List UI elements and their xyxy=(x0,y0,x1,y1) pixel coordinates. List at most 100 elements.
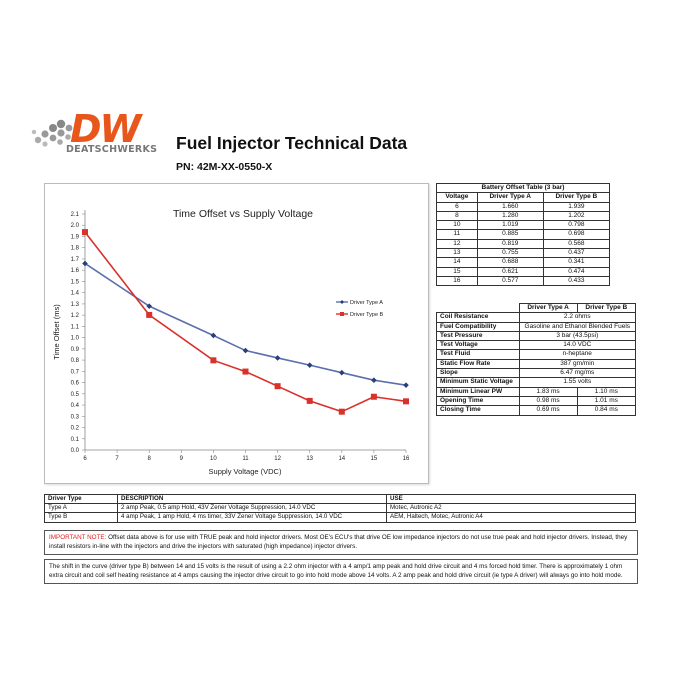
y-tick-label: 1.2 xyxy=(71,313,80,319)
logo-subtext: DEATSCHWERKS xyxy=(66,144,158,155)
y-tick-label: 0.8 xyxy=(71,358,80,364)
logo-dots-icon xyxy=(31,119,73,147)
specs-table-row: Test Pressure 3 bar (43.5psi) xyxy=(436,330,637,342)
y-tick-label: 0.5 xyxy=(71,392,80,398)
driver-header-description: DESCRIPTION xyxy=(117,493,387,505)
x-tick-label: 12 xyxy=(274,456,281,462)
battery-header-a: Driver Type A xyxy=(476,192,544,203)
spec-value: 14.0 VDC xyxy=(518,340,637,351)
battery-table-cell: 6 xyxy=(436,201,478,212)
y-tick-label: 1.7 xyxy=(71,257,80,263)
series-a-point xyxy=(371,377,377,384)
spec-value: 3 bar (43.5psi) xyxy=(518,330,637,342)
spec-value: 6.47 mg/ms xyxy=(518,368,637,379)
specs-table-row: Opening Time 0.98 ms 1.01 ms xyxy=(436,395,637,407)
y-tick-label: 0.4 xyxy=(71,403,80,409)
specs-table-row: Test Voltage 14.0 VDC xyxy=(436,340,637,351)
battery-header-b: Driver Type B xyxy=(542,192,611,203)
series-line-b xyxy=(84,231,407,413)
x-tick-label: 13 xyxy=(306,456,313,462)
y-tick-label: 1.0 xyxy=(71,336,80,342)
y-tick-label: 1.1 xyxy=(71,324,80,330)
spec-value: n-heptane xyxy=(518,349,637,360)
driver-table-cell: Motec, Autronic A2 xyxy=(386,503,636,514)
spec-value-b: 1.10 ms xyxy=(576,386,637,397)
battery-table-row: 10 1.019 0.798 xyxy=(436,220,611,231)
important-note-label: IMPORTANT NOTE: xyxy=(49,534,107,541)
battery-table-row: 14 0.688 0.341 xyxy=(436,257,611,268)
battery-table-row: 16 0.577 0.433 xyxy=(436,275,611,287)
y-tick-label: 0.0 xyxy=(71,448,80,454)
spec-label: Opening Time xyxy=(436,395,520,407)
y-tick-label: 2.1 xyxy=(71,212,80,218)
spec-label: Minimum Static Voltage xyxy=(436,377,520,388)
spec-label: Coil Resistance xyxy=(436,312,520,323)
specs-header-a: Driver Type A xyxy=(518,302,578,314)
y-tick-label: 0.2 xyxy=(71,426,80,432)
battery-table-row: 15 0.621 0.474 xyxy=(436,266,611,277)
battery-table-cell: 16 xyxy=(436,275,478,287)
spec-label: Test Fluid xyxy=(436,349,520,360)
spec-value-b: 1.01 ms xyxy=(576,395,637,407)
series-a-point xyxy=(242,347,249,354)
battery-table-cell: 0.885 xyxy=(476,229,544,240)
spec-label: Static Flow Rate xyxy=(436,358,520,370)
battery-table-row: 8 1.280 1.202 xyxy=(436,210,611,222)
spec-label: Closing Time xyxy=(436,405,520,416)
spec-value: 1.55 volts xyxy=(518,377,637,388)
y-axis-label: Time Offset (ms) xyxy=(52,304,61,360)
y-tick-label: 2.0 xyxy=(71,223,80,229)
specs-table-row: Test Fluid n-heptane xyxy=(436,349,637,360)
y-tick-label: 1.8 xyxy=(71,246,80,252)
specs-table-row: Closing Time 0.69 ms 0.84 ms xyxy=(436,405,637,416)
spec-label: Test Voltage xyxy=(436,340,520,351)
series-b-point xyxy=(306,397,313,404)
battery-table-cell: 0.798 xyxy=(542,220,611,231)
series-b-point xyxy=(370,393,377,400)
specs-table: Driver Type A Driver Type B Coil Resista… xyxy=(436,302,637,416)
legend-label-b: Driver Type B xyxy=(350,312,384,318)
x-tick-label: 8 xyxy=(148,456,152,462)
series-a-point xyxy=(306,362,313,368)
battery-table-row: 12 0.819 0.568 xyxy=(436,238,611,250)
important-note-text: Offset data above is for use with TRUE p… xyxy=(49,534,628,551)
y-tick-label: 0.6 xyxy=(71,381,80,387)
y-tick-label: 1.6 xyxy=(71,268,80,274)
x-tick-label: 16 xyxy=(403,456,410,462)
driver-table-cell: AEM, Haltech, Motec, Autronic A4 xyxy=(386,512,636,523)
spec-label: Fuel Compatibility xyxy=(436,321,520,332)
battery-table-cell: 0.577 xyxy=(476,275,544,287)
battery-table-cell: 12 xyxy=(436,238,478,250)
spec-value-a: 0.98 ms xyxy=(518,395,578,407)
battery-table-cell: 0.688 xyxy=(476,257,544,268)
spec-value-b: 0.84 ms xyxy=(576,405,637,416)
x-tick-label: 10 xyxy=(210,456,217,462)
battery-table-cell: 0.433 xyxy=(542,275,611,287)
logo-dw-text: DW xyxy=(70,107,141,151)
battery-offset-table: Battery Offset Table (3 bar) Voltage Dri… xyxy=(436,182,611,287)
battery-table-cell: 0.568 xyxy=(542,238,611,250)
battery-table-cell: 0.621 xyxy=(476,266,544,277)
spec-value-a: 1.83 ms xyxy=(518,386,578,397)
series-a-point xyxy=(274,355,281,361)
series-b-point xyxy=(338,408,345,415)
series-a-point xyxy=(403,382,409,388)
x-tick-label: 15 xyxy=(371,456,378,462)
battery-table-cell: 1.019 xyxy=(476,220,544,231)
series-b-point xyxy=(82,229,88,236)
battery-table-title: Battery Offset Table (3 bar) xyxy=(436,182,610,194)
spec-value: 387 gm/min xyxy=(518,358,637,370)
series-line-a xyxy=(84,262,407,386)
driver-table-cell: 2 amp Peak, 0.5 amp Hold, 43V Zener Volt… xyxy=(117,503,387,514)
y-tick-label: 1.5 xyxy=(71,279,80,285)
battery-table-cell: 15 xyxy=(436,266,478,277)
driver-header-use: USE xyxy=(386,493,636,505)
battery-table-cell: 10 xyxy=(436,220,478,231)
series-b-point xyxy=(242,368,249,375)
y-tick-label: 1.4 xyxy=(71,291,80,297)
spec-value: 2.2 ohms xyxy=(518,312,637,323)
part-number: PN: 42M-XX-0550-X xyxy=(176,161,273,173)
